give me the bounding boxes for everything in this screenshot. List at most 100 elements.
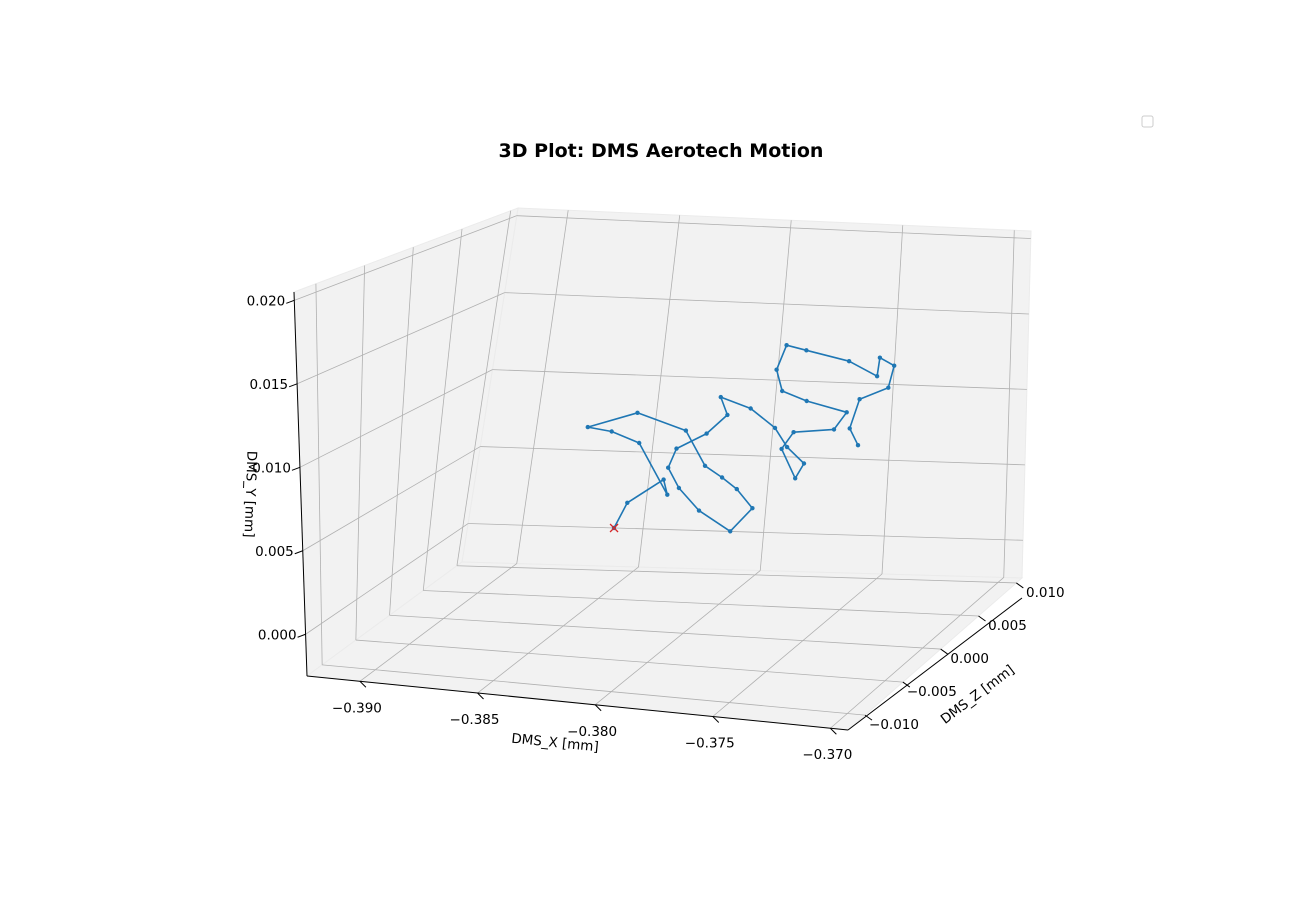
trajectory-point-21 [748,406,753,411]
z-tick-3 [978,615,986,622]
trajectory-point-22 [772,425,778,431]
grid-lines [294,210,1031,729]
trajectory-point-12 [750,506,755,511]
trajectory-point-1 [625,500,630,505]
y-tick-label-4: 0.020 [247,293,286,309]
grid-z-left-0 [315,283,323,665]
grid-x-back-4 [1003,230,1015,578]
y-axis-line [293,291,308,677]
y-tick-label-0: 0.000 [258,627,297,643]
x-tick-label-3: −0.375 [685,736,735,752]
grid-z-floor-3 [423,590,979,617]
y-tick-label-1: 0.005 [255,544,294,560]
y-tick-4 [286,299,295,304]
trajectory-point-11 [734,486,739,492]
trajectory-point-34 [804,348,809,353]
trajectory-point-16 [666,465,671,470]
trajectory-point-23 [784,444,790,450]
trajectory-point-19 [725,412,730,418]
trajectory-point-4 [637,440,642,446]
x-tick-3 [712,716,720,723]
z-tick-0 [864,714,873,721]
trajectory-point-32 [774,367,779,372]
grid-z-left-1 [355,265,366,641]
x-tick-label-0: −0.390 [332,700,382,716]
trajectory-point-25 [793,476,798,481]
grid-y-left-2 [299,369,493,468]
grid-y-left-3 [296,292,505,385]
grid-y-left-4 [294,215,517,301]
grid-x-floor-3 [712,573,883,717]
trajectory-point-28 [831,427,837,432]
z-tick-1 [902,681,911,688]
trajectory-point-39 [886,385,891,390]
x-tick-4 [830,727,837,735]
grid-x-back-0 [516,210,569,564]
trajectory-point-8 [683,428,689,433]
y-tick-3 [288,383,298,388]
trajectory-point-5 [609,429,614,434]
trajectory-point-31 [780,388,785,394]
trajectory-point-27 [791,430,796,435]
grid-z-left-2 [389,247,414,616]
grid-y-left-0 [305,523,469,635]
start-marker-stroke-b [609,523,619,533]
trajectory-point-29 [844,410,849,415]
grid-z-floor-4 [456,565,1017,584]
z-tick-4 [1016,582,1024,589]
x-tick-0 [359,680,367,688]
trajectory-point-18 [704,431,709,436]
grid-z-floor-0 [322,664,866,716]
grid-x-back-3 [881,225,904,575]
start-marker [609,523,619,533]
tick-labels: −0.390 −0.385 −0.380 −0.375 −0.370 0.000 0.005… [247,293,1065,763]
y-axis-label: DMS_Y [mm] [240,451,259,538]
x-tick-label-2: −0.380 [567,724,617,740]
y-tick-0 [297,633,306,638]
trajectory-point-9 [702,463,708,468]
grid-x-back-1 [638,215,681,568]
trajectory-point-38 [892,363,897,368]
grid-y-back-4 [516,215,1031,239]
y-tick-label-2: 0.010 [252,460,291,476]
z-tick-label-2: 0.000 [950,651,989,667]
series-trajectory-points [585,343,897,534]
trajectory-point-15 [676,485,682,491]
chart-title: 3D Plot: DMS Aerotech Motion [499,140,824,162]
grid-x-floor-4 [830,577,1005,729]
grid-x-floor-2 [594,570,761,706]
trajectory-point-36 [874,374,880,379]
x-tick-1 [477,692,484,700]
y-tick-1 [294,550,303,555]
trajectory-point-41 [847,426,852,431]
trajectory-point-35 [846,359,852,364]
trajectory-point-30 [804,398,809,404]
grid-y-left-1 [302,446,481,552]
z-tick-label-0: −0.010 [869,717,919,733]
grid-y-back-1 [480,446,1025,466]
trajectory-point-13 [728,529,733,534]
grid-y-back-3 [504,292,1029,315]
trajectory-point-3 [665,492,670,497]
z-tick-2 [940,648,948,655]
trajectory-point-26 [779,446,784,452]
back-pane [461,207,1032,579]
trajectory-point-24 [801,461,807,466]
x-tick-2 [594,704,602,712]
grid-z-left-3 [422,228,463,591]
x-axis-line [306,675,849,731]
grid-z-floor-1 [355,639,903,683]
y-tick-2 [291,466,301,471]
trajectory-point-42 [855,443,861,448]
legend-box [1141,115,1154,128]
trajectory-point-37 [877,355,883,360]
grid-x-floor-1 [477,566,639,694]
trajectory-point-6 [585,424,590,430]
trajectory-point-20 [718,394,723,400]
x-tick-label-4: −0.370 [802,747,852,763]
grid-y-back-2 [492,369,1027,390]
x-tick-label-1: −0.385 [450,712,500,728]
trajectory-point-7 [635,410,640,415]
